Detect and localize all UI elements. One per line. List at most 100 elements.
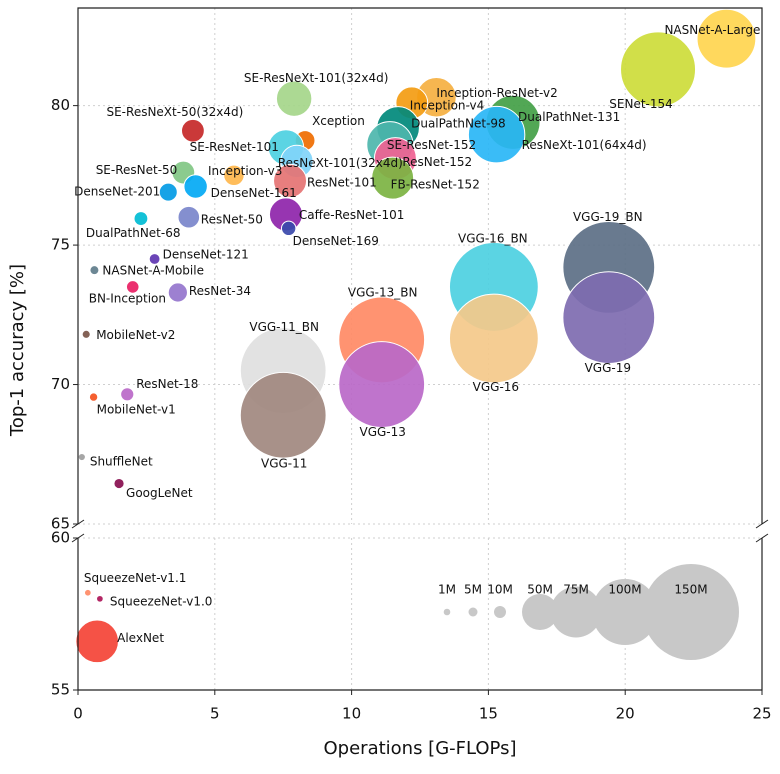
size-legend-circle: [592, 579, 658, 645]
axis-frame: [77, 7, 763, 524]
bubble-label: DualPathNet-131: [518, 110, 620, 124]
size-legend-circle: [522, 594, 558, 630]
size-legend-label: 1M: [438, 583, 456, 597]
size-legend-label: 5M: [464, 583, 482, 597]
bubble-label: ResNeXt-101(32x4d): [278, 156, 403, 170]
bubble-label: DualPathNet-98: [411, 116, 506, 130]
bubble-label: DenseNet-201: [74, 185, 160, 199]
bubble-label: FB-ResNet-152: [391, 178, 480, 192]
bubble: [83, 588, 92, 597]
bubble-label: ResNet-101: [307, 175, 377, 189]
size-legend-circle: [468, 607, 478, 617]
bubble-label: VGG-19: [585, 361, 631, 375]
bubble-label: VGG-11: [261, 457, 307, 471]
size-legend-label: 100M: [608, 583, 641, 597]
bubble-label: GoogLeNet: [126, 486, 193, 500]
bubble-label: DenseNet-161: [211, 186, 297, 200]
bubble-label: BN-Inception: [89, 291, 166, 305]
bubble: [467, 105, 526, 164]
bubble-label: SE-ResNet-101: [190, 140, 279, 154]
bubble-label: Xception: [312, 114, 365, 128]
bubble: [280, 220, 297, 237]
bubble-label: Inception-ResNet-v2: [436, 86, 557, 100]
bubble-label: SqueezeNet-v1.1: [84, 571, 187, 585]
bubble: [183, 174, 208, 199]
size-legend-circle: [550, 586, 602, 638]
x-tick-label: 0: [73, 705, 83, 723]
y-tick-label: 80: [51, 96, 70, 114]
axis-break: [755, 533, 769, 543]
bubble-label: AlexNet: [117, 631, 164, 645]
bubble-label: VGG-16: [473, 380, 519, 394]
bubble-label: MobileNet-v2: [96, 328, 175, 342]
bubble-label: MobileNet-v1: [97, 403, 176, 417]
bubble: [371, 156, 415, 200]
y-tick-label: 65: [51, 515, 70, 533]
y-axis-title: Top-1 accuracy [%]: [7, 264, 28, 437]
x-tick-label: 25: [752, 705, 771, 723]
bubble: [81, 329, 91, 339]
bubble: [88, 392, 99, 402]
bubble-label: VGG-11_BN: [249, 320, 319, 334]
bubble-label: DenseNet-121: [163, 248, 249, 262]
axis-frame: [77, 538, 763, 691]
bubble-label: VGG-13_BN: [348, 285, 418, 299]
x-axis-title: Operations [G-FLOPs]: [324, 738, 517, 759]
axis-break: [71, 519, 85, 529]
y-tick-label: 60: [51, 529, 70, 547]
bubble: [620, 31, 697, 108]
bubble-label: DualPathNet-68: [86, 226, 181, 240]
bubble: [338, 341, 426, 428]
bubble-label: NASNet-A-Large: [664, 23, 760, 37]
bubble-label: SE-ResNeXt-50(32x4d): [106, 105, 243, 119]
bubble-label: NASNet-A-Mobile: [102, 264, 204, 278]
bubble: [181, 118, 205, 143]
bubble-label: VGG-13: [359, 425, 405, 439]
bubble-label: Inception-v3: [208, 164, 282, 178]
bubble-label: SE-ResNeXt-101(32x4d): [244, 71, 388, 85]
bubble: [223, 164, 245, 187]
x-tick-label: 5: [210, 705, 220, 723]
bubble-label: ShuffleNet: [90, 455, 153, 469]
bubble-label: SE-ResNet-152: [387, 138, 476, 152]
bubble-label: ResNet-152: [402, 155, 472, 169]
bubble-label: Caffe-ResNet-101: [299, 208, 404, 222]
bubble-label: ResNet-18: [136, 377, 198, 391]
bubble-label: DenseNet-169: [293, 234, 379, 248]
bubble: [167, 282, 188, 303]
bubble: [120, 387, 135, 402]
size-legend-label: 150M: [674, 583, 707, 597]
bubble: [113, 477, 125, 490]
y-tick-label: 55: [51, 681, 70, 699]
bubble: [133, 211, 149, 226]
bubble: [77, 452, 86, 462]
bubble: [96, 594, 104, 603]
bubble-label: SqueezeNet-v1.0: [110, 594, 213, 608]
size-legend-circle: [643, 564, 739, 660]
bubble: [275, 80, 313, 117]
bubble: [562, 271, 656, 365]
size-legend-circle: [494, 606, 506, 618]
bubble-label: VGG-19_BN: [573, 210, 643, 224]
bubble: [158, 182, 178, 202]
bubble: [239, 371, 327, 459]
bubble-label: SE-ResNet-50: [96, 163, 178, 177]
bubble-label: SENet-154: [609, 97, 673, 111]
size-legend-label: 10M: [487, 583, 513, 597]
bubble: [75, 619, 119, 664]
bubble-label: ResNeXt-101(64x4d): [522, 138, 647, 152]
x-tick-label: 10: [342, 705, 361, 723]
bubble: [448, 293, 539, 384]
size-legend-circle: [443, 608, 451, 616]
bubble: [273, 163, 308, 198]
y-tick-label: 70: [51, 375, 70, 393]
size-legend-label: 50M: [527, 583, 553, 597]
bubble: [177, 205, 201, 229]
bubble: [89, 265, 100, 276]
bubble: [125, 280, 140, 294]
axis-break: [755, 519, 769, 529]
x-tick-label: 15: [479, 705, 498, 723]
size-legend-label: 75M: [563, 583, 589, 597]
bubble: [696, 8, 757, 69]
